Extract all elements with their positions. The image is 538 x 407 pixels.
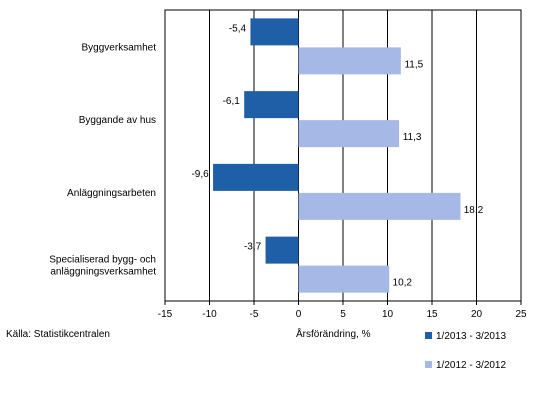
bar-series2 [298, 120, 400, 148]
legend-label: 1/2013 - 3/2013 [436, 331, 506, 342]
bar-series1 [265, 236, 299, 264]
data-label: -6,1 [223, 96, 241, 107]
x-axis-title: Årsförändring, % [296, 329, 371, 340]
data-label: 18,2 [464, 205, 484, 216]
bar-series2 [298, 265, 390, 293]
legend-swatch [425, 332, 432, 339]
x-tick-label: 10 [382, 309, 394, 320]
bar-series2 [298, 192, 461, 220]
category-label: Specialiserad bygg- och [49, 255, 156, 266]
x-tick-label: 5 [340, 309, 346, 320]
data-label: 11,3 [403, 132, 422, 143]
bars [213, 18, 461, 293]
x-tick-label: -15 [158, 309, 173, 320]
category-label: Anläggningsarbeten [67, 188, 156, 199]
x-tick-label: 25 [515, 309, 527, 320]
category-label: Byggverksamhet [82, 42, 157, 53]
x-tick-label: 20 [471, 309, 483, 320]
bar-series1 [244, 91, 299, 119]
source-note: Källa: Statistikcentralen [6, 329, 110, 340]
x-tick-label: 0 [296, 309, 302, 320]
bar-series2 [298, 47, 401, 75]
x-axis: -15 -10 -5 0 5 10 15 20 25 [158, 301, 527, 320]
legend-label: 1/2012 - 3/2012 [436, 360, 506, 371]
x-tick-label: 15 [426, 309, 438, 320]
bar-series1 [250, 18, 299, 46]
data-label: 11,5 [404, 59, 423, 70]
legend: 1/2013 - 3/2013 1/2012 - 3/2012 [425, 331, 506, 371]
data-label: -9,6 [191, 169, 209, 180]
data-label: 10,2 [393, 278, 413, 289]
category-label: Byggande av hus [79, 115, 156, 126]
x-tick-label: -5 [250, 309, 259, 320]
category-labels: Byggverksamhet Byggande av hus Anläggnings… [49, 42, 156, 277]
data-label: -5,4 [229, 23, 247, 34]
x-tick-label: -10 [202, 309, 217, 320]
data-label: -3,7 [244, 242, 262, 253]
data-labels: -5,4 11,5 -6,1 11,3 -9,6 18,2 -3,7 10,2 [191, 23, 483, 288]
bar-series1 [213, 163, 299, 191]
category-label: anläggningsverksamhet [50, 267, 156, 278]
legend-swatch [425, 361, 432, 368]
